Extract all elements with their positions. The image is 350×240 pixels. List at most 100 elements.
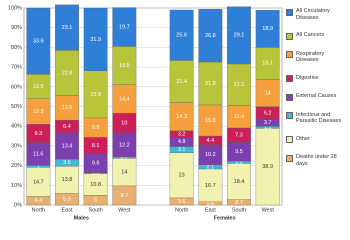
group-label: Females: [214, 215, 236, 221]
bar-segment: [227, 6, 251, 65]
value-label: 31.9: [90, 37, 101, 43]
legend-item: External Causes: [286, 93, 348, 101]
value-label: 19.5: [119, 63, 130, 69]
legend-swatch: [286, 93, 293, 101]
y-tick-label: 60%: [11, 84, 22, 90]
x-tick-label: East: [61, 207, 72, 213]
value-label: 12.9: [33, 109, 44, 115]
value-label: 14: [265, 90, 271, 96]
y-tick-label: 90%: [11, 25, 22, 31]
x-tick-label: North: [175, 207, 188, 213]
value-label: 23: [179, 173, 185, 179]
legend-swatch: [286, 32, 293, 40]
value-label: 29.1: [234, 33, 245, 39]
legend-swatch: [286, 154, 293, 162]
bar-segment: [55, 4, 79, 51]
value-label: 18.9: [262, 26, 273, 32]
value-label: 8.1: [92, 143, 100, 149]
value-label: 7.3: [235, 133, 243, 139]
x-tick-label: West: [261, 207, 274, 213]
x-tick-label: South: [232, 207, 246, 213]
x-tick-label: North: [32, 207, 45, 213]
x-tick-label: West: [118, 207, 131, 213]
value-label: 2.7: [235, 200, 243, 206]
value-label: 9.8: [92, 160, 100, 166]
y-tick-label: 10%: [11, 183, 22, 189]
legend-item: Digestive: [286, 74, 348, 82]
value-label: 12.6: [62, 105, 73, 111]
value-label: 13.8: [62, 177, 73, 183]
value-label: 3.7: [264, 120, 272, 126]
legend-item: All Cancers: [286, 32, 348, 40]
value-label: 6.2: [264, 110, 272, 116]
value-label: 13.4: [62, 143, 73, 149]
value-label: 6.4: [63, 124, 71, 130]
chart-container: 0% 10% 20% 30% 40% 50% 60% 70% 80% 90% 100% North 4.…: [8, 4, 348, 221]
legend-label: External Causes: [296, 93, 337, 99]
group-label: Males: [74, 215, 89, 221]
value-label: 3.6: [63, 160, 71, 166]
value-label: 4.8: [178, 139, 186, 145]
chart: 0% 10% 20% 30% 40% 50% 60% 70% 80% 90% 100% North 4.…: [8, 4, 283, 221]
bar-segment: [83, 7, 108, 71]
legend-label: Infectious and Parasitic Diseases: [296, 111, 342, 125]
value-label: 14: [121, 170, 127, 176]
y-tick-label: 100%: [8, 5, 22, 11]
value-label: 14.4: [119, 96, 130, 102]
value-label: 23.9: [90, 92, 101, 98]
value-label: 18.4: [234, 179, 245, 185]
value-label: 1.1: [264, 125, 272, 131]
x-tick-label: East: [205, 207, 216, 213]
legend-label: Other: [296, 135, 310, 142]
value-label: 5.9: [63, 197, 71, 203]
value-label: 9.3: [35, 131, 43, 137]
value-label: 1.6: [207, 201, 215, 207]
y-tick-label: 70%: [11, 65, 22, 71]
y-tick-label: 80%: [11, 45, 22, 51]
value-label: 5: [94, 198, 97, 204]
value-label: 12.2: [119, 142, 130, 148]
value-label: 0.6: [92, 171, 100, 177]
legend-item: Other: [286, 135, 348, 143]
bar-segment: [26, 7, 51, 75]
bar-segment: [198, 9, 223, 63]
legend-swatch: [286, 112, 293, 119]
value-label: 25.6: [176, 33, 187, 39]
value-label: 14.3: [176, 114, 187, 120]
legend-label: Deaths under 28 days: [296, 154, 337, 167]
value-label: 21.1: [234, 82, 245, 88]
legend-label: Digestive: [296, 74, 319, 81]
legend-item: All Circulatory Diseases: [286, 8, 348, 21]
value-label: 11.6: [33, 151, 43, 157]
legend-swatch: [286, 8, 293, 16]
legend-label: All Circulatory Diseases: [296, 8, 330, 21]
value-label: 21.8: [205, 81, 216, 87]
legend: All Circulatory Diseases All Cancers Respi…: [286, 8, 348, 178]
value-label: 1.2: [235, 160, 243, 166]
value-label: 19.7: [119, 24, 130, 30]
legend-label: Respiratory Diseases: [296, 50, 325, 64]
bar-segment: [112, 7, 137, 47]
value-label: 9.5: [235, 149, 243, 155]
bar-segment: [255, 10, 280, 48]
legend-item: Respiratory Diseases: [286, 51, 348, 64]
y-tick-label: 30%: [11, 143, 22, 149]
bar-segment: [169, 9, 194, 61]
value-label: 38.9: [262, 164, 273, 170]
value-label: 12.5: [33, 84, 44, 90]
legend-item: Deaths under 28 days: [286, 154, 348, 167]
value-label: 3.6: [178, 199, 186, 205]
x-tick-label: South: [88, 207, 102, 213]
value-label: 4.4: [207, 138, 215, 144]
value-label: 33.6: [33, 39, 44, 45]
value-label: 26.8: [205, 33, 216, 39]
legend-item: Infectious and Parasitic Diseases: [286, 112, 348, 125]
legend-swatch: [286, 75, 293, 82]
value-label: 0.7: [121, 155, 129, 161]
value-label: 16.1: [262, 61, 273, 67]
value-label: 10.8: [90, 182, 101, 188]
y-tick-label: 40%: [11, 124, 22, 130]
value-label: 22.8: [62, 70, 73, 76]
value-label: 11.4: [234, 114, 244, 120]
value-label: 10: [121, 121, 127, 127]
